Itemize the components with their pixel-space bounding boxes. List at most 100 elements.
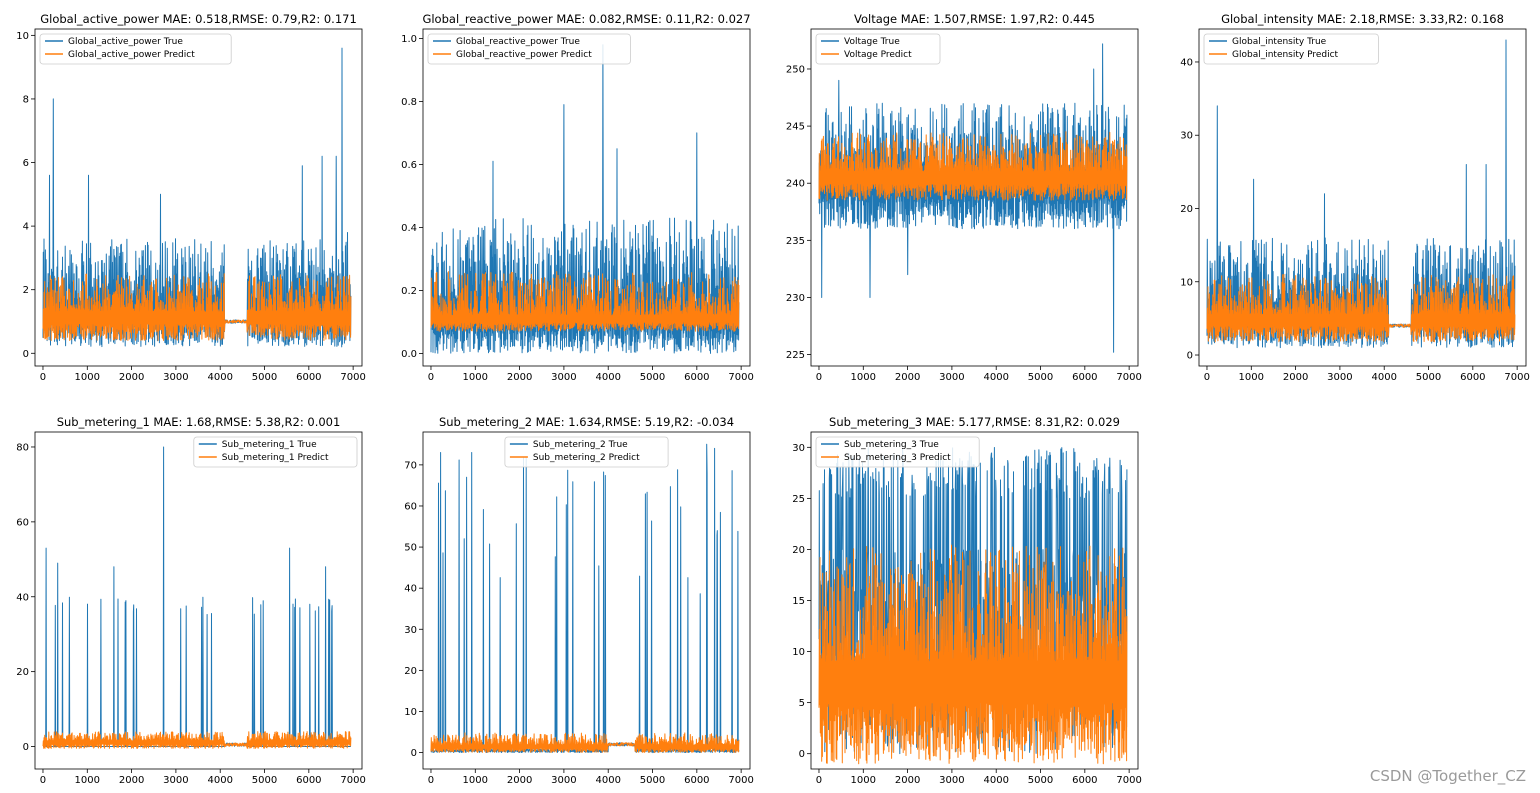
x-tick-label: 7000 — [340, 372, 365, 383]
plot-area — [818, 43, 1128, 353]
legend: Global_intensity True Global_intensity Pr… — [1203, 33, 1379, 65]
x-tick-label: 6000 — [684, 372, 709, 383]
x-tick-label: 3000 — [1327, 372, 1352, 383]
x-tick-label: 4000 — [983, 372, 1008, 383]
x-tick-label: 7000 — [1116, 372, 1141, 383]
x-tick-label: 3000 — [551, 372, 576, 383]
axes-frame — [1198, 28, 1527, 367]
legend-box — [1203, 33, 1379, 65]
x-tick-label: 4000 — [983, 775, 1008, 786]
x-tick-label: 7000 — [1504, 372, 1529, 383]
y-tick-label: 10 — [1180, 277, 1193, 288]
y-tick-label: 70 — [404, 460, 417, 471]
legend-label: Sub_metering_3 Predict — [844, 453, 951, 463]
subplot-6: Sub_metering_2 MAE: 1.634,RMSE: 5.19,R2:… — [404, 415, 754, 786]
legend-label: Global_intensity True — [1232, 37, 1327, 47]
y-tick-label: 245 — [786, 122, 805, 133]
subplot-2: Global_reactive_power MAE: 0.082,RMSE: 0… — [401, 12, 754, 383]
y-tick-label: 30 — [792, 443, 805, 454]
series-line-predict — [430, 732, 740, 754]
y-tick-label: 0 — [799, 749, 805, 760]
x-tick-label: 1000 — [75, 372, 100, 383]
plot-area — [42, 47, 352, 348]
y-tick-label: 80 — [16, 442, 29, 453]
x-tick-label: 3000 — [551, 775, 576, 786]
plot-area — [818, 447, 1128, 765]
series-line-predict — [430, 271, 740, 332]
x-tick-label: 0 — [816, 775, 822, 786]
y-tick-label: 8 — [23, 94, 29, 105]
series-line-predict — [1206, 273, 1516, 343]
y-tick-label: 60 — [16, 517, 29, 528]
plot-area — [42, 446, 352, 749]
legend-label: Sub_metering_1 Predict — [222, 453, 329, 463]
y-tick-label: 0 — [1187, 351, 1193, 362]
subplot-title: Global_reactive_power MAE: 0.082,RMSE: 0… — [422, 12, 750, 26]
x-tick-label: 6000 — [1460, 372, 1485, 383]
x-tick-label: 6000 — [296, 372, 321, 383]
y-tick-label: 25 — [792, 494, 805, 505]
legend: Global_reactive_power True Global_reactiv… — [427, 33, 631, 65]
x-tick-label: 7000 — [1116, 775, 1141, 786]
y-tick-label: 30 — [1180, 131, 1193, 142]
x-tick-label: 1000 — [1239, 372, 1264, 383]
plot-area — [1206, 39, 1516, 349]
y-tick-label: 20 — [16, 667, 29, 678]
legend-box — [815, 33, 941, 65]
y-tick-label: 0 — [23, 742, 29, 753]
x-tick-label: 0 — [40, 775, 46, 786]
x-tick-label: 3000 — [163, 372, 188, 383]
legend: Global_active_power True Global_active_po… — [39, 33, 232, 65]
y-tick-label: 225 — [786, 350, 805, 361]
y-tick-label: 20 — [792, 545, 805, 556]
x-tick-label: 1000 — [851, 372, 876, 383]
y-tick-label: 40 — [404, 584, 417, 595]
y-tick-label: 0.2 — [401, 286, 417, 297]
legend-label: Sub_metering_1 True — [222, 440, 317, 450]
y-tick-label: 40 — [1180, 57, 1193, 68]
x-tick-label: 5000 — [1028, 775, 1053, 786]
y-tick-label: 240 — [786, 179, 805, 190]
series-line-predict — [42, 273, 352, 341]
legend-label: Sub_metering_3 True — [844, 440, 939, 450]
y-tick-label: 0.4 — [401, 223, 417, 234]
x-tick-label: 0 — [40, 372, 46, 383]
x-tick-label: 3000 — [939, 775, 964, 786]
series-line-true — [430, 443, 740, 754]
legend-box — [39, 33, 232, 65]
y-tick-label: 0.8 — [401, 97, 417, 108]
subplot-title: Sub_metering_3 MAE: 5.177,RMSE: 8.31,R2:… — [829, 415, 1120, 429]
y-tick-label: 1.0 — [401, 34, 417, 45]
x-tick-label: 0 — [816, 372, 822, 383]
plot-area — [430, 443, 740, 754]
plot-area — [430, 44, 740, 354]
watermark: CSDN @Together_CZ — [1369, 767, 1526, 785]
y-tick-label: 0.6 — [401, 160, 417, 171]
x-tick-label: 0 — [1204, 372, 1210, 383]
x-tick-label: 6000 — [296, 775, 321, 786]
x-tick-label: 6000 — [1072, 372, 1097, 383]
y-tick-label: 15 — [792, 596, 805, 607]
y-tick-label: 250 — [786, 64, 805, 75]
series-line-predict — [42, 731, 352, 749]
series-line-predict — [818, 544, 1128, 765]
x-tick-label: 5000 — [640, 372, 665, 383]
x-tick-label: 4000 — [207, 775, 232, 786]
subplot-1: Global_active_power MAE: 0.518,RMSE: 0.7… — [16, 12, 366, 383]
y-tick-label: 10 — [16, 31, 29, 42]
y-tick-label: 60 — [404, 501, 417, 512]
legend-box — [504, 436, 669, 468]
y-tick-label: 0 — [411, 748, 417, 759]
y-tick-label: 20 — [404, 666, 417, 677]
legend: Sub_metering_1 True Sub_metering_1 Predic… — [193, 436, 358, 468]
legend-label: Sub_metering_2 Predict — [533, 453, 640, 463]
y-tick-label: 4 — [23, 222, 29, 233]
series-line-predict — [818, 131, 1128, 201]
y-tick-label: 10 — [792, 647, 805, 658]
subplot-title: Global_intensity MAE: 2.18,RMSE: 3.33,R2… — [1221, 12, 1504, 26]
y-tick-label: 0 — [23, 349, 29, 360]
subplot-4: Global_intensity MAE: 2.18,RMSE: 3.33,R2… — [1180, 12, 1530, 383]
y-tick-label: 6 — [23, 158, 29, 169]
x-tick-label: 4000 — [595, 372, 620, 383]
legend-label: Global_reactive_power Predict — [456, 50, 592, 60]
